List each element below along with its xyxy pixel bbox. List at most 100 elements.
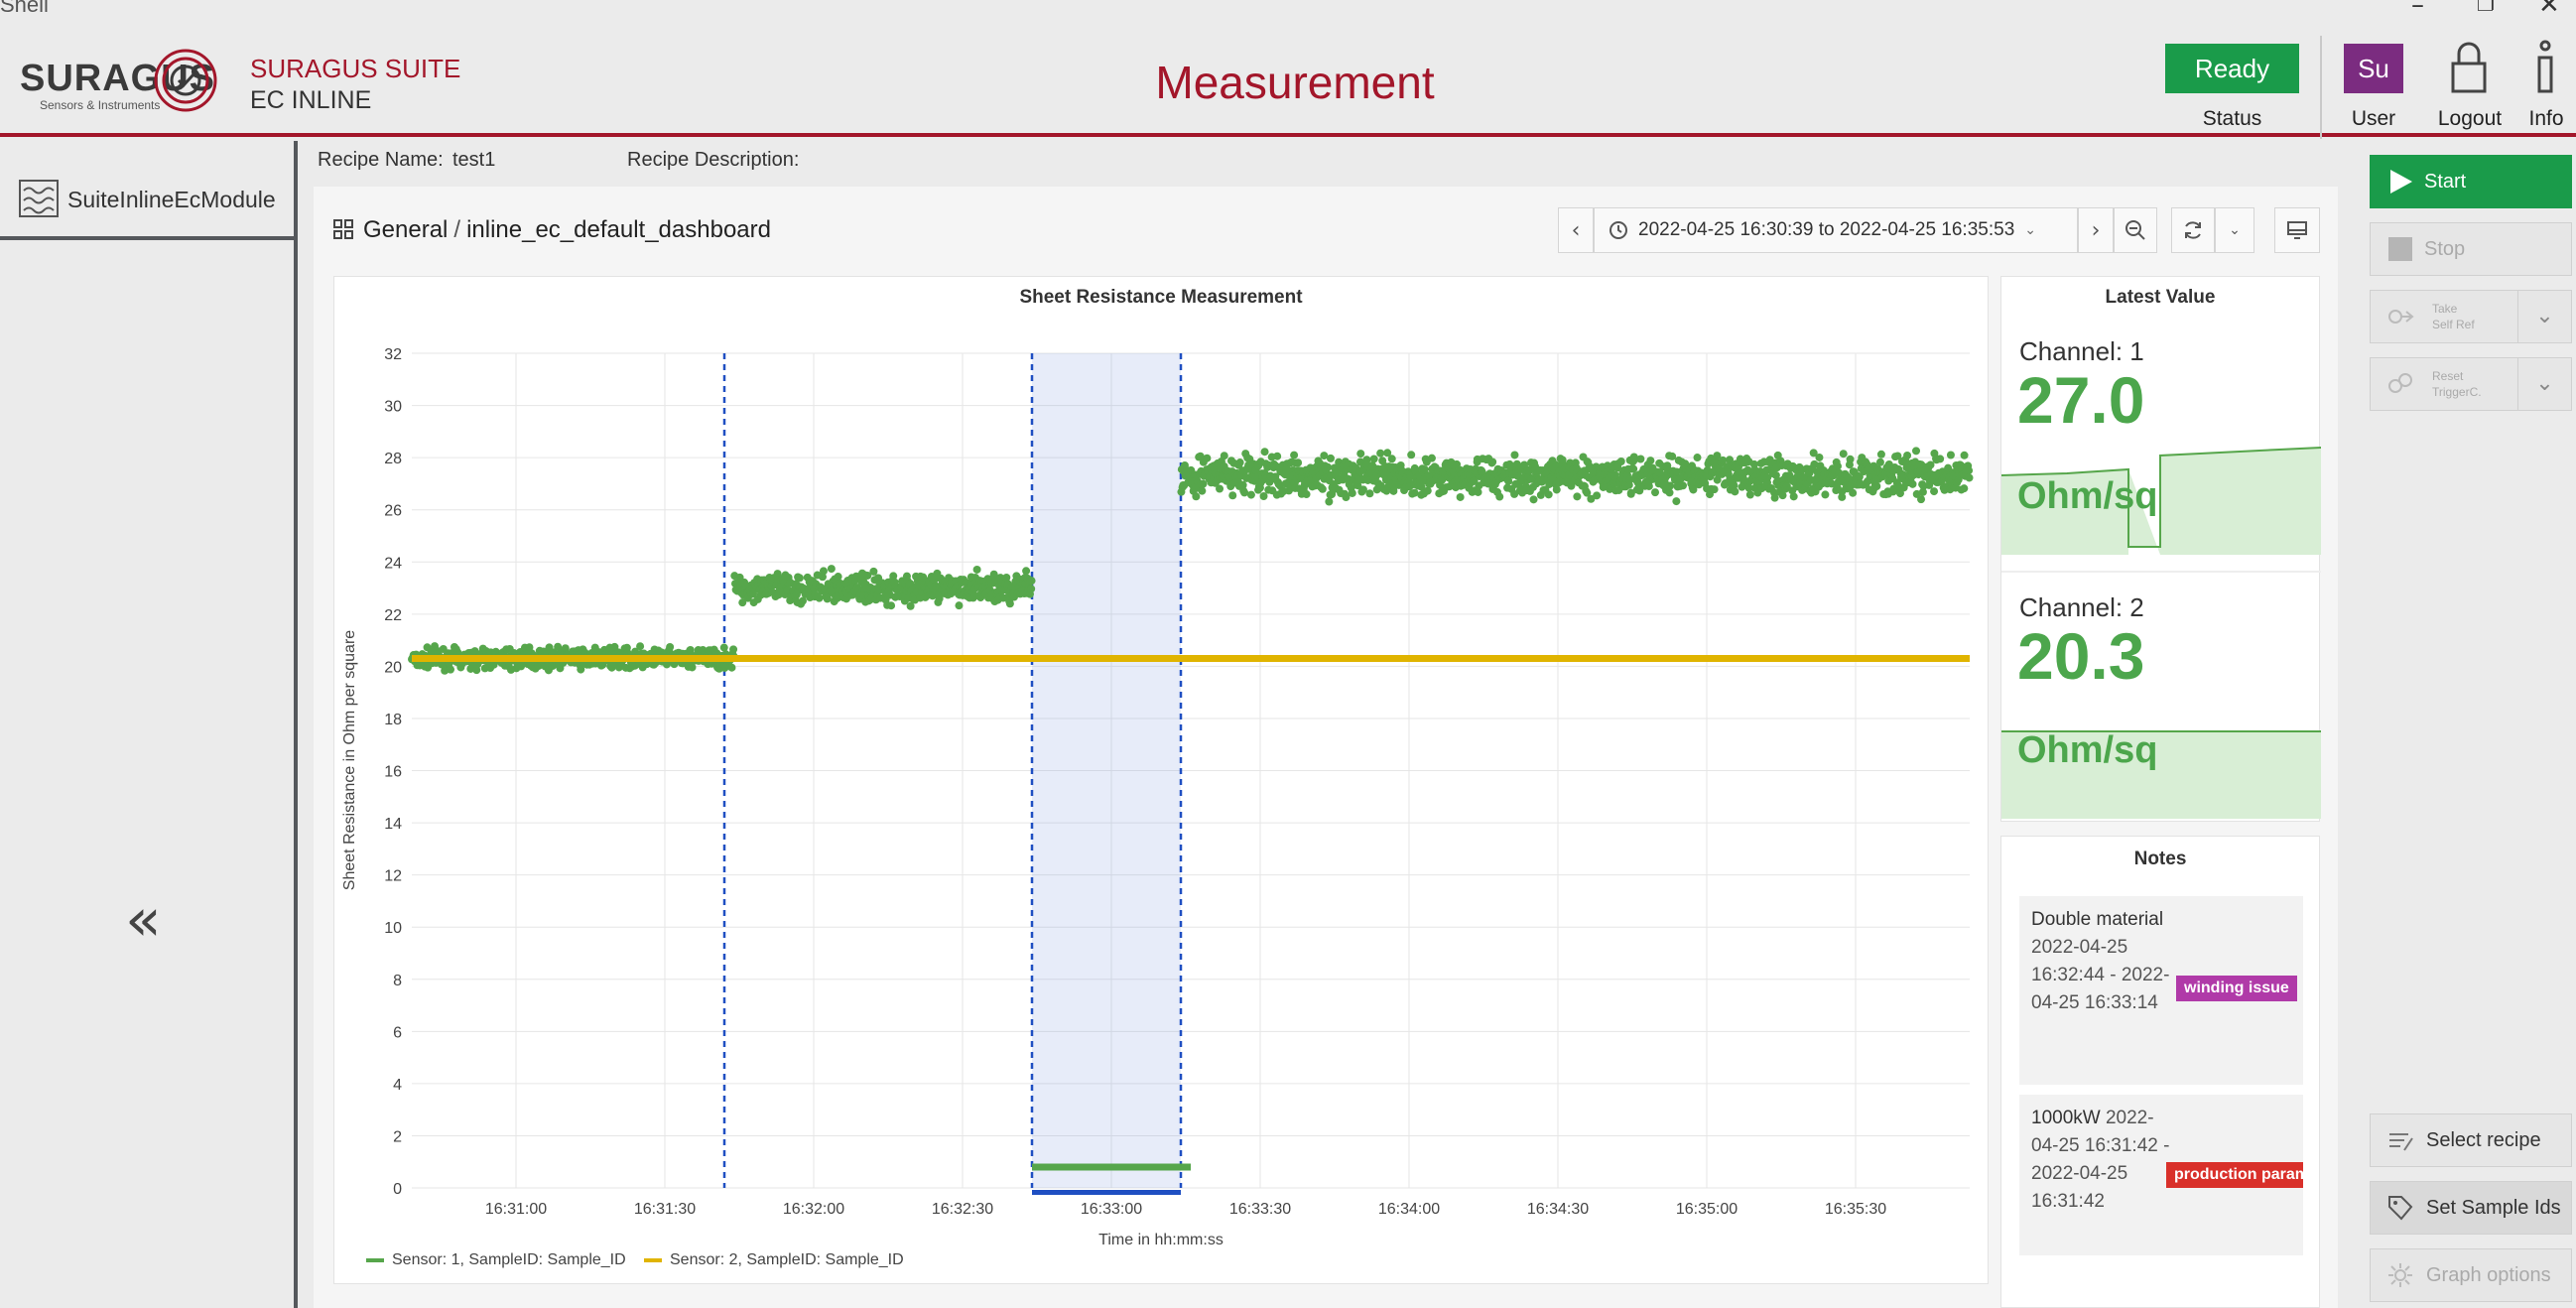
series-1-point xyxy=(1872,481,1881,490)
logout-label[interactable]: Logout xyxy=(2437,107,2503,130)
chevron-down-icon[interactable]: ⌄ xyxy=(2517,358,2571,410)
user-avatar[interactable]: Su xyxy=(2344,44,2403,93)
take-self-ref-button[interactable]: Take Self Ref ⌄ xyxy=(2370,290,2572,343)
start-button[interactable]: Start xyxy=(2370,155,2572,208)
x-tick-label: 16:32:00 xyxy=(783,1201,844,1218)
sidebar-item-module[interactable]: SuiteInlineEcModule xyxy=(0,141,298,240)
note-tag: production paramet xyxy=(2166,1162,2303,1188)
series-1-point xyxy=(1827,479,1836,488)
series-1-point xyxy=(666,642,675,651)
chevron-down-icon[interactable]: ⌄ xyxy=(2517,291,2571,342)
refresh-interval-dropdown-icon[interactable]: ⌄ xyxy=(2215,207,2254,253)
series-1-point xyxy=(1192,492,1201,501)
series-1-point xyxy=(1616,458,1625,466)
series-1-point xyxy=(1456,492,1465,501)
x-tick-label: 16:31:00 xyxy=(485,1201,547,1218)
series-1-point xyxy=(1387,455,1396,463)
series-1-point xyxy=(955,601,964,610)
collapse-sidebar-icon[interactable]: « xyxy=(125,885,162,955)
reset-trigger-button[interactable]: Reset TriggerC. ⌄ xyxy=(2370,357,2572,411)
series-1-point xyxy=(1240,488,1249,497)
series-1-point xyxy=(1273,452,1282,460)
status-badge: Ready xyxy=(2165,44,2299,93)
time-range-picker[interactable]: 2022-04-25 16:30:39 to 2022-04-25 16:35:… xyxy=(1594,207,2078,253)
x-tick-label: 16:35:00 xyxy=(1676,1201,1738,1218)
x-tick-label: 16:33:30 xyxy=(1229,1201,1291,1218)
take-label-line-1: Take xyxy=(2432,302,2458,316)
take-label-line-2: Self Ref xyxy=(2432,318,2475,331)
select-recipe-button[interactable]: Select recipe xyxy=(2370,1113,2572,1167)
series-1-point xyxy=(1552,485,1561,494)
y-tick-label: 16 xyxy=(384,764,402,781)
series-1-point xyxy=(1220,452,1228,460)
series-1-point xyxy=(1246,490,1255,499)
series-1-point xyxy=(869,567,878,576)
series-1-point xyxy=(1228,491,1237,500)
series-1-point xyxy=(1593,491,1602,500)
reset-label-line-1: Reset xyxy=(2432,369,2464,383)
series-1-point xyxy=(1918,487,1927,496)
note-tag: winding issue xyxy=(2176,976,2297,1001)
series-1-point xyxy=(1689,485,1698,494)
select-recipe-label: Select recipe xyxy=(2426,1129,2541,1151)
breadcrumb-dashboard[interactable]: inline_ec_default_dashboard xyxy=(466,216,771,243)
note-item[interactable]: Double material 2022-04-25 16:32:44 - 20… xyxy=(2019,896,2303,1085)
tv-mode-icon[interactable] xyxy=(2274,207,2320,253)
y-tick-label: 2 xyxy=(393,1128,402,1145)
series-1-point xyxy=(972,565,981,574)
series-1-point xyxy=(1259,491,1268,500)
legend-item-sensor-1[interactable]: Sensor: 1, SampleID: Sample_ID xyxy=(366,1251,626,1269)
sidebar-item-label: SuiteInlineEcModule xyxy=(67,187,276,212)
series-1-point xyxy=(1763,473,1772,482)
channel-2-unit: Ohm/sq xyxy=(2017,729,2158,771)
time-forward-icon[interactable]: › xyxy=(2078,207,2114,253)
series-1-point xyxy=(1358,485,1367,494)
time-back-icon[interactable]: ‹ xyxy=(1558,207,1594,253)
y-tick-label: 20 xyxy=(384,659,402,676)
series-1-point xyxy=(1423,486,1432,495)
app-header: SURAGUS Sensors & Instruments SURAGUS SU… xyxy=(0,14,2576,139)
latest-value-title: Latest Value xyxy=(2105,287,2216,308)
lock-icon[interactable] xyxy=(2449,40,2489,95)
y-tick-label: 28 xyxy=(384,451,402,467)
series-1-point xyxy=(1895,489,1904,498)
series-1-point xyxy=(1636,455,1645,463)
info-icon[interactable] xyxy=(2534,40,2556,95)
breadcrumb-folder[interactable]: General xyxy=(363,216,449,243)
dashboard-grid-icon xyxy=(333,219,353,239)
y-axis-label: Sheet Resistance in Ohm per square xyxy=(341,629,358,891)
series-1-point xyxy=(1719,456,1728,464)
series-1-point xyxy=(1294,458,1303,467)
series-1-point xyxy=(1027,577,1036,586)
legend-item-sensor-2[interactable]: Sensor: 2, SampleID: Sample_ID xyxy=(644,1251,904,1269)
info-label[interactable]: Info xyxy=(2528,107,2564,130)
restore-button[interactable]: ❐ xyxy=(2477,0,2495,16)
note-title: Double material xyxy=(2031,909,2164,930)
note-text: 1000kW 2022-04-25 16:31:42 - 2022-04-25 … xyxy=(2031,1105,2180,1216)
series-1-point xyxy=(1893,452,1902,460)
refresh-icon[interactable] xyxy=(2171,207,2215,253)
graph-options-button[interactable]: Graph options xyxy=(2370,1248,2572,1302)
suite-title: SURAGUS SUITE xyxy=(250,54,461,83)
series-1-point xyxy=(1731,487,1739,496)
series-1-point xyxy=(1326,454,1335,462)
zoom-out-icon[interactable] xyxy=(2114,207,2157,253)
series-1-point xyxy=(823,593,832,602)
sidebar: SuiteInlineEcModule « xyxy=(0,141,298,1308)
channel-1-unit: Ohm/sq xyxy=(2017,475,2158,517)
clock-icon xyxy=(1610,221,1627,239)
series-1-point xyxy=(1926,460,1935,469)
series-1-point xyxy=(1646,457,1655,465)
series-1-point xyxy=(1846,455,1855,463)
set-sample-ids-button[interactable]: Set Sample Ids xyxy=(2370,1181,2572,1235)
series-1-point xyxy=(1324,462,1333,471)
series-1-point xyxy=(1930,487,1939,496)
legend-label: Sensor: 1, SampleID: Sample_ID xyxy=(392,1251,626,1268)
note-item[interactable]: 1000kW 2022-04-25 16:31:42 - 2022-04-25 … xyxy=(2019,1095,2303,1255)
series-1-point xyxy=(1745,490,1754,499)
x-tick-label: 16:31:30 xyxy=(634,1201,696,1218)
y-tick-label: 18 xyxy=(384,712,402,728)
stop-button[interactable]: Stop xyxy=(2370,222,2572,276)
